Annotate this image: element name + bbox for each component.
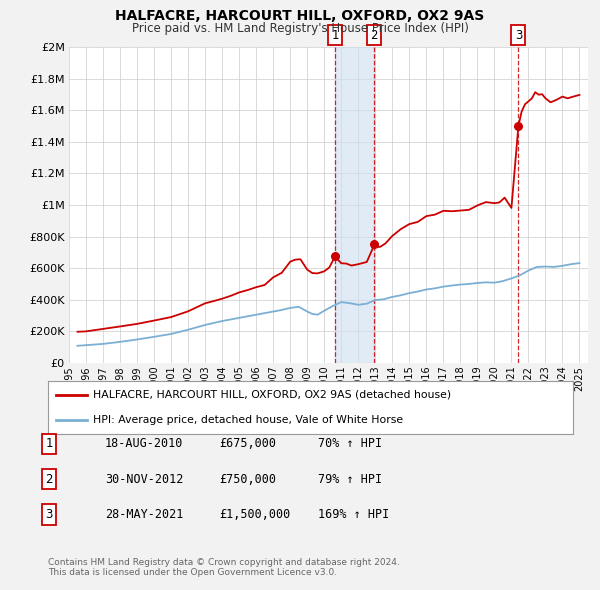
Text: £750,000: £750,000 [219,473,276,486]
Text: 3: 3 [46,508,53,521]
Text: HALFACRE, HARCOURT HILL, OXFORD, OX2 9AS: HALFACRE, HARCOURT HILL, OXFORD, OX2 9AS [115,9,485,23]
Text: HPI: Average price, detached house, Vale of White Horse: HPI: Average price, detached house, Vale… [92,415,403,425]
Text: 1: 1 [331,29,339,42]
Text: £675,000: £675,000 [219,437,276,450]
Text: 30-NOV-2012: 30-NOV-2012 [105,473,184,486]
Bar [335,47,374,363]
Text: 2: 2 [46,473,53,486]
Text: 2: 2 [370,29,377,42]
Text: 79% ↑ HPI: 79% ↑ HPI [318,473,382,486]
Text: 169% ↑ HPI: 169% ↑ HPI [318,508,389,521]
Text: 1: 1 [46,437,53,450]
Text: Contains HM Land Registry data © Crown copyright and database right 2024.
This d: Contains HM Land Registry data © Crown c… [48,558,400,577]
Text: 28-MAY-2021: 28-MAY-2021 [105,508,184,521]
Text: 70% ↑ HPI: 70% ↑ HPI [318,437,382,450]
Text: £1,500,000: £1,500,000 [219,508,290,521]
Text: 18-AUG-2010: 18-AUG-2010 [105,437,184,450]
Text: 3: 3 [515,29,522,42]
Text: HALFACRE, HARCOURT HILL, OXFORD, OX2 9AS (detached house): HALFACRE, HARCOURT HILL, OXFORD, OX2 9AS… [92,390,451,400]
Text: Price paid vs. HM Land Registry's House Price Index (HPI): Price paid vs. HM Land Registry's House … [131,22,469,35]
